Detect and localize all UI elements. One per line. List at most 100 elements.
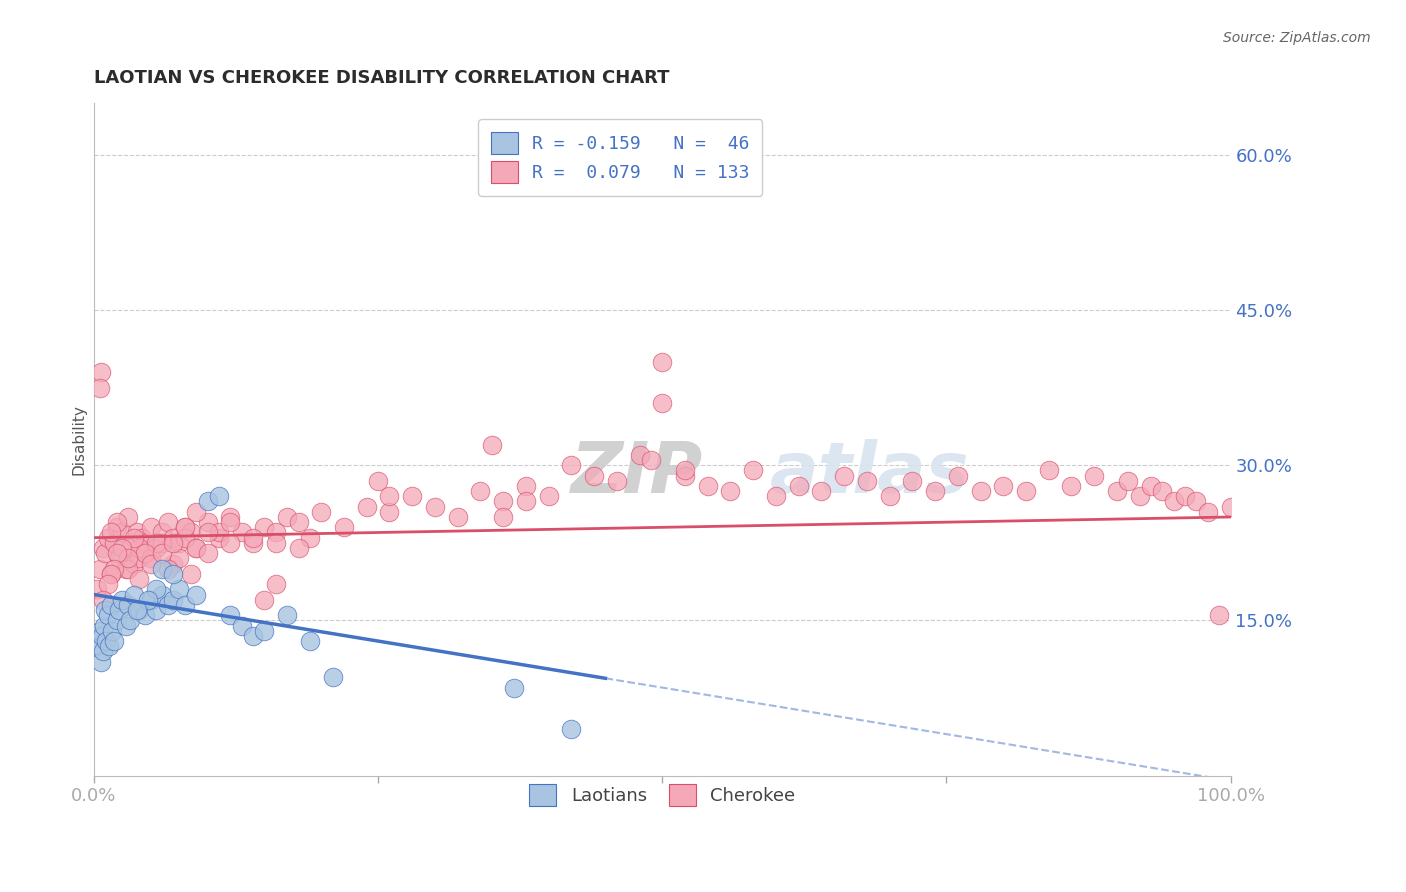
Text: Source: ZipAtlas.com: Source: ZipAtlas.com [1223, 31, 1371, 45]
Point [128, 572, 150, 586]
Point [114, 562, 136, 576]
Point [1105, 484, 1128, 499]
Point [117, 562, 139, 576]
Point [208, 531, 231, 545]
Point [1038, 463, 1060, 477]
Point [128, 603, 150, 617]
Point [219, 608, 242, 623]
Point [96, 634, 118, 648]
Point [673, 468, 696, 483]
Point [969, 484, 991, 499]
Point [162, 557, 184, 571]
Point [97, 577, 120, 591]
Y-axis label: Disability: Disability [72, 404, 87, 475]
Text: atlas: atlas [770, 439, 970, 508]
Point [89, 624, 111, 638]
Point [145, 541, 167, 555]
Point [1174, 489, 1197, 503]
Point [186, 541, 208, 555]
Point [91, 644, 114, 658]
Point [91, 541, 114, 555]
Point [1208, 608, 1230, 623]
Point [640, 453, 662, 467]
Legend: Laotians, Cherokee: Laotians, Cherokee [522, 777, 803, 814]
Point [162, 592, 184, 607]
Point [150, 546, 173, 560]
Point [492, 494, 515, 508]
Point [447, 510, 470, 524]
Point [156, 515, 179, 529]
Point [810, 484, 832, 499]
Point [481, 437, 503, 451]
Point [173, 531, 195, 545]
Point [333, 520, 356, 534]
Point [242, 531, 264, 545]
Point [173, 598, 195, 612]
Point [150, 562, 173, 576]
Point [186, 541, 208, 555]
Point [122, 531, 145, 545]
Point [322, 670, 344, 684]
Point [90, 365, 112, 379]
Point [787, 479, 810, 493]
Point [173, 520, 195, 534]
Point [114, 618, 136, 632]
Point [134, 608, 156, 623]
Point [156, 598, 179, 612]
Point [180, 566, 202, 581]
Point [901, 474, 924, 488]
Point [167, 582, 190, 597]
Point [117, 510, 139, 524]
Point [108, 603, 131, 617]
Point [537, 489, 560, 503]
Point [90, 629, 112, 643]
Point [378, 489, 401, 503]
Point [253, 520, 276, 534]
Point [134, 546, 156, 560]
Point [946, 468, 969, 483]
Point [515, 479, 537, 493]
Point [139, 551, 162, 566]
Point [832, 468, 855, 483]
Point [162, 566, 184, 581]
Point [100, 525, 122, 540]
Point [378, 505, 401, 519]
Point [219, 510, 242, 524]
Point [167, 536, 190, 550]
Point [356, 500, 378, 514]
Point [103, 562, 125, 576]
Point [276, 510, 298, 524]
Point [560, 722, 582, 736]
Point [134, 536, 156, 550]
Point [100, 598, 122, 612]
Point [120, 614, 142, 628]
Point [1129, 489, 1152, 503]
Point [560, 458, 582, 473]
Point [879, 489, 901, 503]
Point [1197, 505, 1219, 519]
Point [309, 505, 332, 519]
Point [87, 639, 110, 653]
Point [122, 557, 145, 571]
Point [139, 520, 162, 534]
Point [606, 474, 628, 488]
Point [197, 525, 219, 540]
Point [231, 618, 253, 632]
Point [128, 541, 150, 555]
Point [150, 525, 173, 540]
Point [186, 588, 208, 602]
Point [105, 520, 128, 534]
Point [993, 479, 1015, 493]
Point [673, 463, 696, 477]
Point [139, 592, 162, 607]
Point [253, 624, 276, 638]
Point [145, 603, 167, 617]
Point [108, 551, 131, 566]
Point [162, 531, 184, 545]
Point [156, 562, 179, 576]
Point [167, 551, 190, 566]
Point [651, 355, 673, 369]
Point [1083, 468, 1105, 483]
Point [264, 577, 287, 591]
Point [367, 474, 389, 488]
